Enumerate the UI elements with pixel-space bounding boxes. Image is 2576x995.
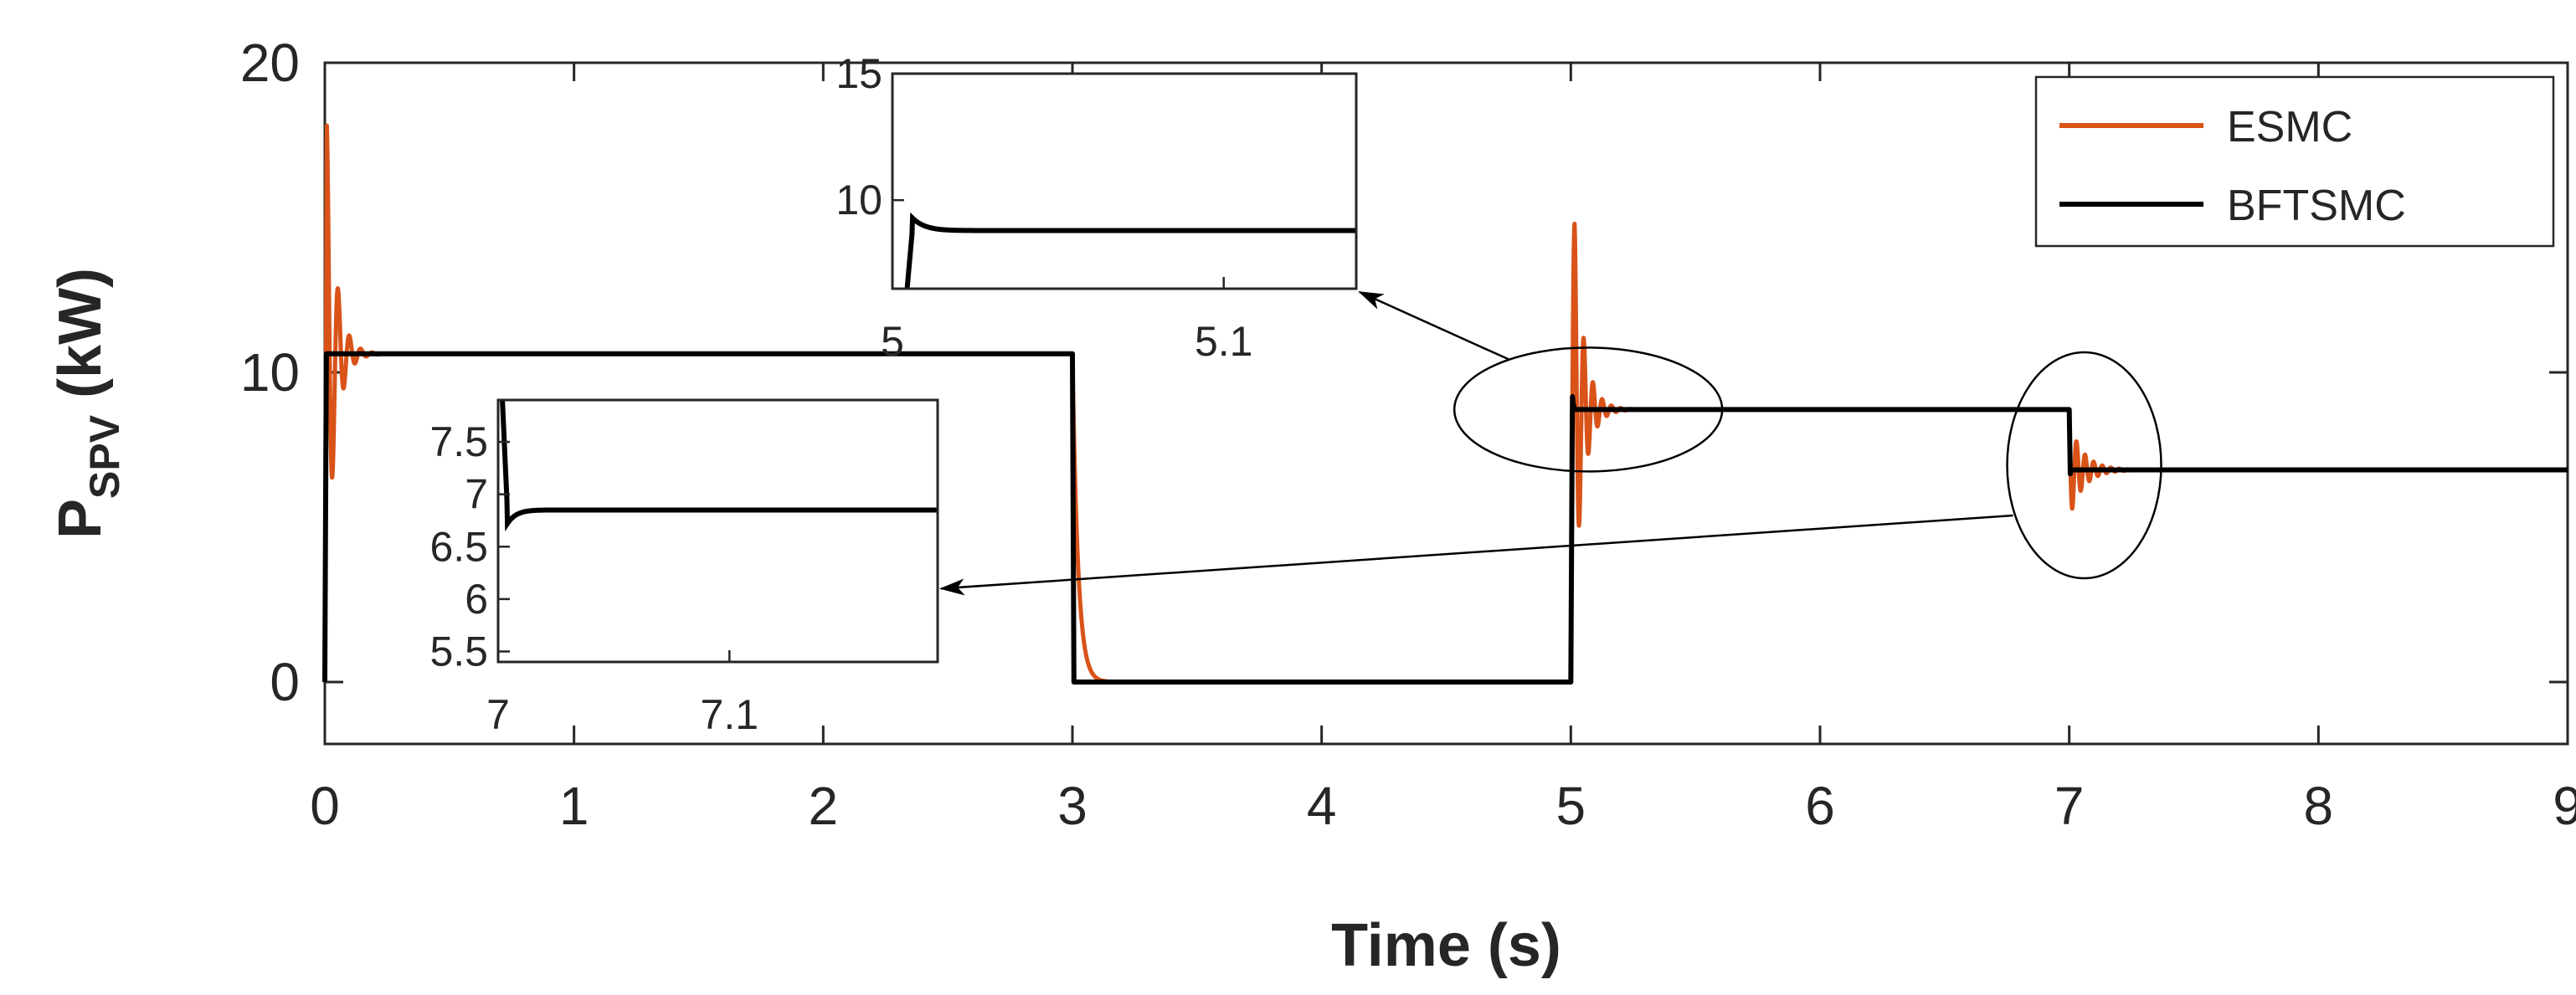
zoom-arrow-t5 [1358,290,1509,361]
axis-labels: Time (s) PSPV (kW) [47,268,1561,979]
y-tick-label: 20 [240,33,300,93]
inset-series-line-bftsmc [904,212,1356,289]
y-axis-title-symbol: P [47,499,114,539]
inset-axes-box [891,72,1358,290]
inset-x-tick-label: 7 [486,691,510,738]
inset-traces [904,212,1356,289]
y-axis-title-subscript: SPV [81,414,128,499]
x-tick-label: 7 [2054,776,2085,836]
inset-traces [500,400,938,532]
x-tick-label: 1 [559,776,589,836]
inset-series-line-bftsmc [500,400,938,532]
inset-background [892,74,1356,289]
y-axis-title: PSPV (kW) [47,268,128,539]
series-line-bftsmc [322,351,2568,685]
inset-axes-box [496,398,939,664]
inset-x-tick-label: 5.1 [1195,318,1253,365]
y-tick-label: 10 [240,342,300,403]
y-tick-label: 0 [270,652,300,712]
x-axis-title: Time (s) [1331,912,1561,979]
x-tick-label: 4 [1307,776,1337,836]
inset-x-tick-label: 5 [881,318,904,365]
y-axis-title-unit: (kW) [47,268,114,415]
legend-label-esmc: ESMC [2227,103,2352,151]
inset-y-tick-label: 7 [465,471,488,518]
inset-y-tick-label: 6 [465,576,488,623]
inset-zoom-t7: 7 7.1 5.5 6 6.5 7 7.5 [429,398,939,738]
legend: ESMC BFTSMC [2034,75,2555,248]
zoom-arrow-t7 [939,514,2013,596]
inset-zoom-t5: 5 5.1 10 15 [836,50,1358,365]
inset-y-tick-label: 7.5 [429,418,488,465]
inset-x-tick-label: 7.1 [701,691,759,738]
zoom-ellipse-t5 [1453,346,1724,473]
x-tick-label: 9 [2553,776,2576,836]
legend-label-bftsmc: BFTSMC [2227,182,2406,230]
x-tick-label: 5 [1556,776,1586,836]
inset-y-tick-label: 15 [836,50,882,97]
inset-y-tick-label: 10 [836,177,882,223]
x-tick-label: 6 [1805,776,1835,836]
x-tick-label: 3 [1057,776,1087,836]
inset-y-tick-label: 5.5 [429,628,488,674]
x-tick-label: 0 [310,776,340,836]
zoom-ellipse-t7 [2006,351,2162,580]
x-tick-label: 2 [809,776,839,836]
inset-background [498,400,938,662]
legend-box [2034,75,2555,248]
x-tick-label: 8 [2304,776,2334,836]
callouts [939,290,2162,596]
inset-y-tick-label: 6.5 [429,523,488,570]
